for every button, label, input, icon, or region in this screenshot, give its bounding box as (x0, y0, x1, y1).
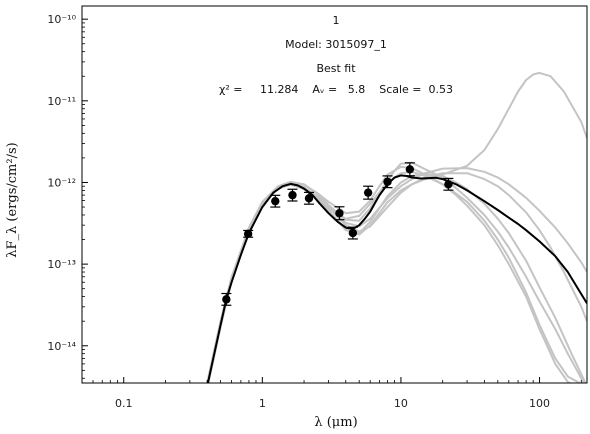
point-marker (222, 295, 231, 304)
x-axis-label: λ (μm) (314, 415, 357, 430)
y-tick-label: 10⁻¹² (47, 176, 76, 189)
y-tick-label: 10⁻¹³ (47, 258, 76, 271)
point-marker (405, 165, 415, 174)
data-point (243, 229, 254, 239)
data-point (221, 292, 232, 306)
axis-ticks: 0.1 1 10 100 10⁻¹⁴ 10⁻¹³ 10⁻¹² 10⁻¹¹ 10⁻¹⁰ (47, 13, 582, 410)
point-marker (304, 194, 314, 203)
data-point (363, 185, 374, 200)
plot-frame (81, 5, 588, 384)
y-axis-label: λF_λ (ergs/cm²/s) (5, 142, 20, 257)
data-point (382, 175, 393, 189)
x-tick-label: 100 (529, 397, 550, 410)
annotation-model-name: Model: 3015097_1 (285, 38, 387, 51)
point-marker (271, 196, 280, 206)
y-tick-label: 10⁻¹¹ (47, 95, 76, 108)
point-marker (444, 180, 453, 189)
point-marker (363, 188, 373, 197)
point-marker (335, 209, 344, 218)
data-point (287, 188, 298, 202)
annotation-line-1: 1 (333, 14, 340, 27)
annotation-best-fit: Best fit (316, 62, 356, 75)
point-marker (348, 228, 358, 238)
y-tick-label: 10⁻¹⁰ (47, 13, 76, 26)
model-curve-1 (206, 71, 587, 383)
annotation-fit-stats: χ² = 11.284 Aᵥ = 5.8 Scale = 0.53 (219, 83, 453, 96)
point-marker (288, 190, 297, 200)
y-tick-label: 10⁻¹⁴ (47, 340, 76, 353)
best-fit-line (206, 174, 587, 383)
data-point (443, 177, 454, 191)
data-point (334, 206, 345, 221)
point-marker (383, 177, 392, 186)
data-point (303, 191, 314, 205)
best-fit-curve-layer (206, 174, 587, 383)
x-tick-label: 10 (394, 397, 408, 410)
x-tick-label: 1 (259, 397, 266, 410)
alternative-model-curves (206, 71, 587, 383)
data-point (347, 226, 358, 240)
point-marker (243, 229, 253, 239)
data-point (270, 194, 281, 208)
data-point (404, 162, 415, 177)
x-tick-label: 0.1 (115, 397, 133, 410)
photometry-points (221, 162, 454, 306)
